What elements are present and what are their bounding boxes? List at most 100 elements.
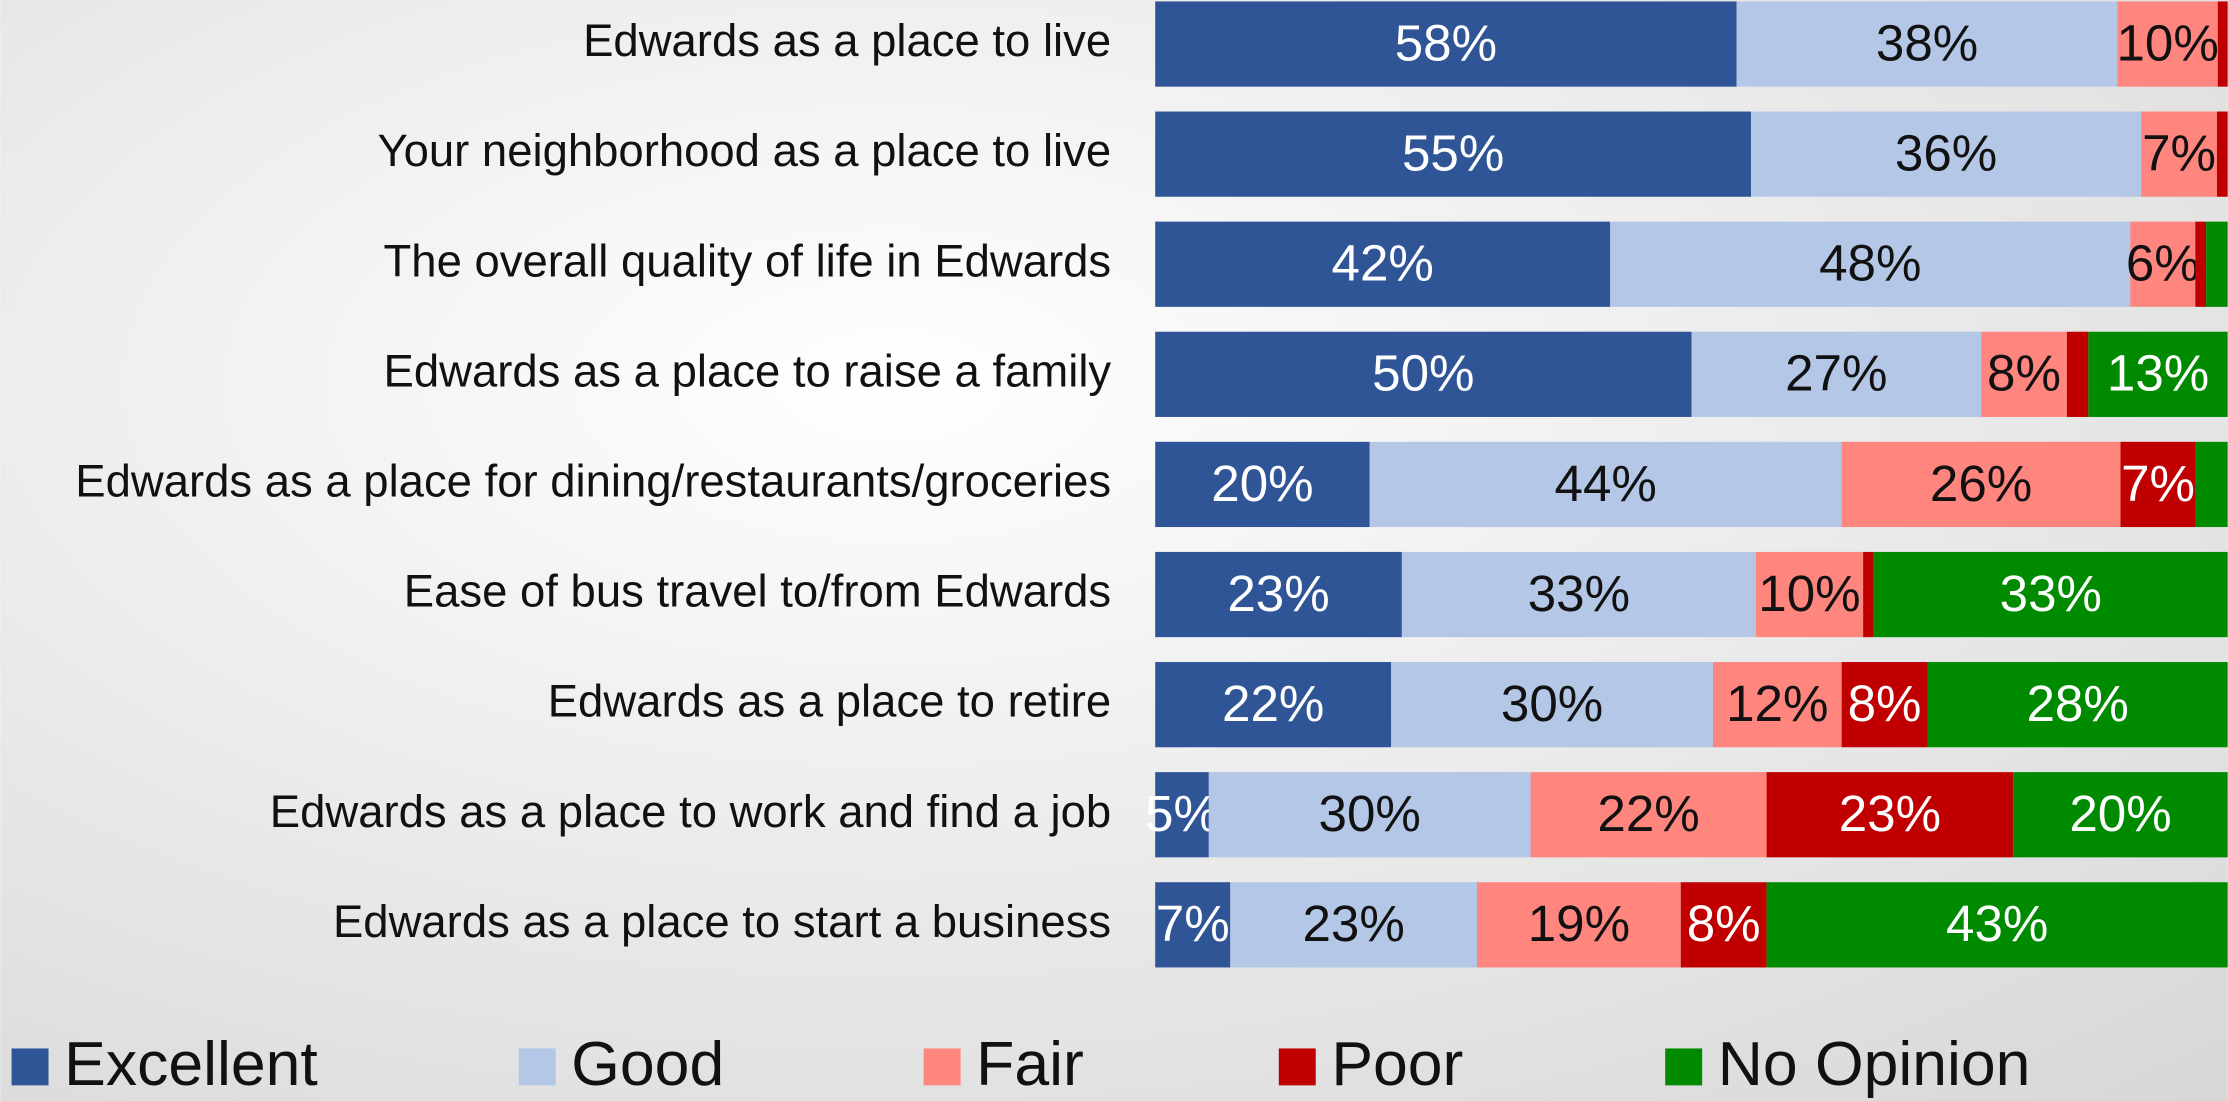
- bar-segment: [2217, 1, 2228, 87]
- value-label: 10%: [2116, 14, 2218, 71]
- value-label: 6%: [2126, 235, 2200, 292]
- value-label: 38%: [1876, 14, 1978, 71]
- value-label: 48%: [1819, 235, 1921, 292]
- bar-segment: [1230, 882, 1477, 968]
- bar-segment: [1476, 882, 1681, 968]
- value-label: 28%: [2026, 675, 2128, 732]
- bar-segment: [2206, 221, 2228, 307]
- bar-segment: [1691, 331, 1982, 417]
- value-label: 20%: [1211, 455, 1313, 512]
- legend-label: No Opinion: [1718, 1029, 2031, 1099]
- category-label: Your neighborhood as a place to live: [377, 125, 1111, 176]
- value-label: 22%: [1597, 785, 1699, 842]
- bar-segment: [1155, 111, 1752, 197]
- bar-segment: [1401, 551, 1756, 638]
- bar-segment: [1155, 1, 1737, 87]
- bar-segment: [1751, 111, 2142, 197]
- value-label: 5%: [1145, 785, 1219, 842]
- value-label: 7%: [1156, 895, 1230, 952]
- value-label: 8%: [1987, 345, 2061, 402]
- value-label: 55%: [1402, 124, 1504, 181]
- legend-swatch: [11, 1048, 49, 1086]
- category-label: Edwards as a place to live: [583, 15, 1111, 66]
- category-label: Edwards as a place to work and find a jo…: [270, 786, 1111, 837]
- bar-segment: [1766, 882, 2228, 968]
- value-label: 8%: [1848, 675, 1922, 732]
- bar-segment: [1155, 221, 1611, 307]
- bar-segment: [1369, 441, 1842, 528]
- legend-label: Fair: [976, 1029, 1084, 1099]
- category-label: Edwards as a place to retire: [548, 676, 1111, 727]
- value-label: 23%: [1302, 895, 1404, 952]
- bar-segment: [1155, 331, 1692, 417]
- category-label: Edwards as a place to start a business: [333, 896, 1111, 947]
- value-label: 7%: [2121, 455, 2195, 512]
- bar-segment: [1712, 662, 1842, 748]
- bar-segment: [1155, 662, 1392, 748]
- bar-segment: [2013, 772, 2228, 858]
- legend-label: Poor: [1331, 1029, 1463, 1099]
- legend-swatch: [923, 1048, 961, 1086]
- bar-segment: [1680, 882, 1767, 968]
- value-label: 33%: [1528, 565, 1630, 622]
- bar-segment: [2130, 221, 2196, 307]
- bar-segment: [1927, 662, 2228, 748]
- bar-segment: [1155, 441, 1370, 528]
- category-label: Ease of bus travel to/from Edwards: [404, 566, 1111, 617]
- bar-segment: [2117, 1, 2218, 87]
- value-label: 8%: [1687, 895, 1761, 952]
- bar-segment: [2141, 111, 2217, 197]
- bar-segment: [2195, 221, 2207, 307]
- value-label: 13%: [2107, 345, 2209, 402]
- legend-swatch: [1665, 1048, 1703, 1086]
- value-label: 33%: [2000, 565, 2102, 622]
- value-label: 30%: [1501, 675, 1603, 732]
- value-label: 22%: [1222, 675, 1324, 732]
- bar-segment: [2195, 441, 2228, 528]
- value-label: 36%: [1895, 124, 1997, 181]
- legend-label: Excellent: [64, 1029, 318, 1099]
- bar-segment: [1766, 772, 2014, 858]
- value-label: 19%: [1528, 895, 1630, 952]
- bar-segment: [1841, 441, 2121, 528]
- value-label: 58%: [1395, 14, 1497, 71]
- bar-segment: [1863, 551, 1874, 638]
- bar-segment: [1755, 551, 1864, 638]
- category-label: The overall quality of life in Edwards: [384, 235, 1112, 286]
- bar-segment: [1155, 772, 1209, 858]
- value-label: 10%: [1758, 565, 1860, 622]
- value-label: 44%: [1555, 455, 1657, 512]
- value-label: 20%: [2069, 785, 2171, 842]
- value-label: 23%: [1839, 785, 1941, 842]
- value-label: 7%: [2142, 124, 2216, 181]
- bar-segment: [1530, 772, 1767, 858]
- bar-segment: [1391, 662, 1713, 748]
- bar-segment: [2216, 111, 2228, 197]
- bar-segment: [1610, 221, 2131, 307]
- legend-swatch: [1278, 1048, 1316, 1086]
- value-label: 50%: [1372, 345, 1474, 402]
- bar-segment: [1155, 551, 1402, 638]
- legend-swatch: [518, 1048, 556, 1086]
- value-label: 27%: [1785, 345, 1887, 402]
- bar-segment: [2066, 331, 2089, 417]
- value-label: 12%: [1726, 675, 1828, 732]
- legend-label: Good: [571, 1029, 724, 1099]
- category-label: Edwards as a place for dining/restaurant…: [75, 455, 1111, 506]
- value-label: 23%: [1227, 565, 1329, 622]
- bar-segment: [1736, 1, 2118, 87]
- bar-segment: [1873, 551, 2228, 638]
- value-label: 26%: [1930, 455, 2032, 512]
- bar-segment: [1155, 882, 1231, 968]
- bar-segment: [1841, 662, 1928, 748]
- category-label: Edwards as a place to raise a family: [384, 345, 1112, 396]
- bar-segment: [1981, 331, 2067, 417]
- plot: Edwards as a place to live 58% 38% 10% Your …: [11, 1, 2228, 1099]
- value-label: 43%: [1946, 895, 2048, 952]
- value-label: 42%: [1332, 235, 1434, 292]
- bar-segment: [1208, 772, 1531, 858]
- bar-segment: [2088, 331, 2228, 417]
- bar-segment: [2120, 441, 2196, 528]
- value-label: 30%: [1319, 785, 1421, 842]
